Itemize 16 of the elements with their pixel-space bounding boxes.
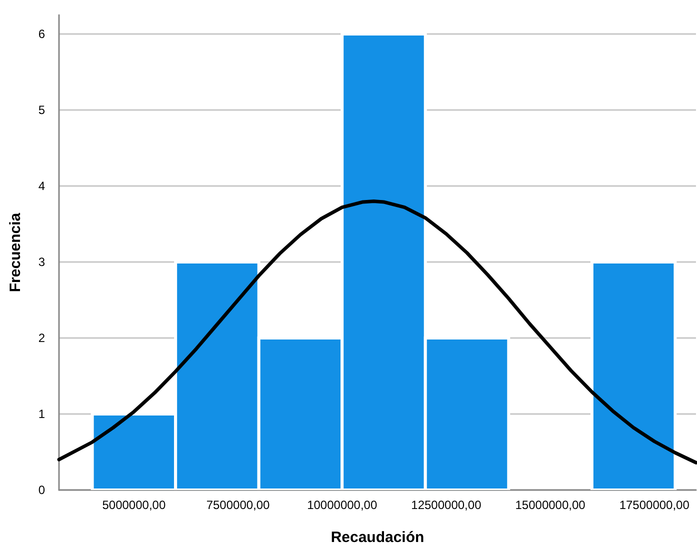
y-tick-label: 6: [38, 27, 46, 41]
x-tick-label: 5000000,00: [102, 498, 166, 512]
x-tick-label: 15000000,00: [515, 498, 586, 512]
line-series: [57, 199, 697, 464]
y-tick-label: 4: [38, 179, 46, 193]
x-tick-label: 10000000,00: [307, 498, 378, 512]
y-tick-label: 5: [38, 103, 46, 117]
y-tick-label: 3: [38, 255, 46, 269]
x-axis-title: Recaudación: [330, 529, 424, 546]
x-tick-label: 12500000,00: [411, 498, 482, 512]
x-tick-label: 17500000,00: [619, 498, 690, 512]
y-tick-label: 0: [38, 483, 46, 497]
y-tick-label: 1: [38, 407, 46, 421]
x-tick-label: 7500000,00: [206, 498, 270, 512]
y-tick-label: 2: [38, 331, 46, 345]
y-axis-title: Frecuencia: [7, 212, 24, 292]
